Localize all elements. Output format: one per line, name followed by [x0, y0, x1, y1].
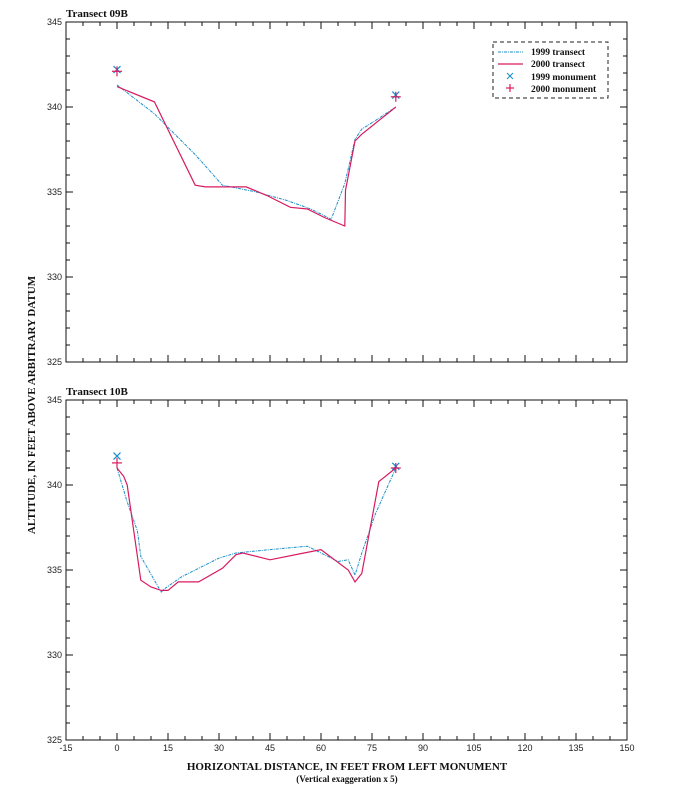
chart-transect-09b: 325 330 335 340 345	[47, 17, 628, 367]
x-tick-label: 60	[316, 743, 326, 753]
x-tick-label: 120	[517, 743, 532, 753]
legend-plus-marker-icon	[506, 84, 514, 92]
x-tick-label: 30	[214, 743, 224, 753]
x-tick-label: 45	[265, 743, 275, 753]
x-tick-label: 0	[114, 743, 119, 753]
chart-transect-10b: -15 0 15 30 45 60 75 90 105 120 135 150 325 330 335 340…	[47, 395, 635, 753]
legend: 1999 transect 2000 transect 1999 monumen…	[492, 41, 609, 99]
x-tick-label: 15	[163, 743, 173, 753]
legend-x-marker-icon	[506, 72, 514, 80]
y-tick-label: 335	[47, 187, 62, 197]
top-chart-title: Transect 09B	[66, 8, 128, 20]
bottom-chart-title: Transect 10B	[66, 386, 128, 398]
x-tick-label: 150	[619, 743, 634, 753]
x-tick-label: -15	[59, 743, 72, 753]
legend-2000-monument: 2000 monument	[531, 85, 597, 95]
plus-marker-icon	[112, 457, 122, 468]
y-tick-label: 340	[47, 102, 62, 112]
y-axis-label: ALTITUDE, IN FEET ABOVE ARBITRARY DATUM	[26, 275, 38, 534]
legend-box	[492, 41, 609, 99]
2000-transect-line	[116, 467, 397, 592]
y-tick-label: 335	[47, 565, 62, 575]
legend-1999-monument: 1999 monument	[531, 73, 597, 83]
2000-transect-line	[116, 86, 397, 227]
plot-frame	[65, 399, 628, 741]
y-tick-label: 325	[47, 735, 62, 745]
1999-transect-line	[116, 84, 397, 220]
x-axis-label: HORIZONTAL DISTANCE, IN FEET FROM LEFT M…	[187, 761, 508, 773]
plus-marker-icon	[390, 91, 401, 102]
y-tick-label: 330	[47, 650, 62, 660]
x-tick-label: 135	[568, 743, 583, 753]
y-tick-label: 330	[47, 272, 62, 282]
y-tick-label: 340	[47, 480, 62, 490]
x-marker-icon	[113, 452, 121, 461]
plus-marker-icon	[112, 66, 122, 77]
plots: 325 330 335 340 345 -15 0 15 30 45 60 75 90 105 120 135…	[47, 17, 635, 753]
y-tick-label: 345	[47, 395, 62, 405]
legend-2000-transect: 2000 transect	[531, 60, 586, 70]
plus-marker-icon	[390, 463, 401, 473]
x-tick-label: 75	[367, 743, 377, 753]
1999-transect-line	[116, 467, 397, 593]
x-tick-label: 90	[418, 743, 428, 753]
y-tick-label: 325	[47, 357, 62, 367]
y-tick-label: 345	[47, 17, 62, 27]
exaggeration-note: (Vertical exaggeration x 5)	[296, 774, 397, 784]
x-tick-label: 105	[466, 743, 481, 753]
legend-1999-transect: 1999 transect	[531, 48, 586, 58]
